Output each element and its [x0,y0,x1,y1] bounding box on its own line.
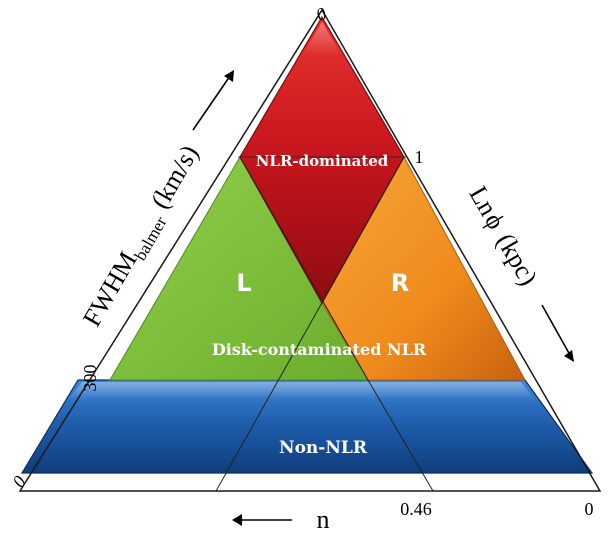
bottom-axis-arrow [232,514,292,526]
label-disk-contaminated: Disk-contaminated NLR [212,340,427,359]
label-left: L [236,269,251,297]
label-non-nlr: Non-NLR [279,438,368,458]
divider-line-left [239,156,369,381]
bottom-axis-label: n [317,505,330,533]
svg-text:0: 0 [8,472,30,491]
tick-bottom-046: 0.46 [400,499,432,519]
outer-triangle [18,8,602,492]
label-nlr-dominated: NLR-dominated [256,152,389,170]
non-nlr-shine [68,382,535,400]
red-shine [302,22,342,56]
svg-text:300: 300 [80,365,100,392]
tick-bottom-right-zero: 0 [585,499,594,519]
left-axis-arrow [192,70,234,131]
tick-left-300: 300 [80,365,100,392]
tick-right-one: 1 [415,147,424,167]
right-axis-arrow [541,304,574,362]
divider-line-lower [367,379,434,492]
label-right: R [391,269,409,297]
tick-left-zero: 0 [8,472,30,491]
divider-line-right [215,156,405,492]
